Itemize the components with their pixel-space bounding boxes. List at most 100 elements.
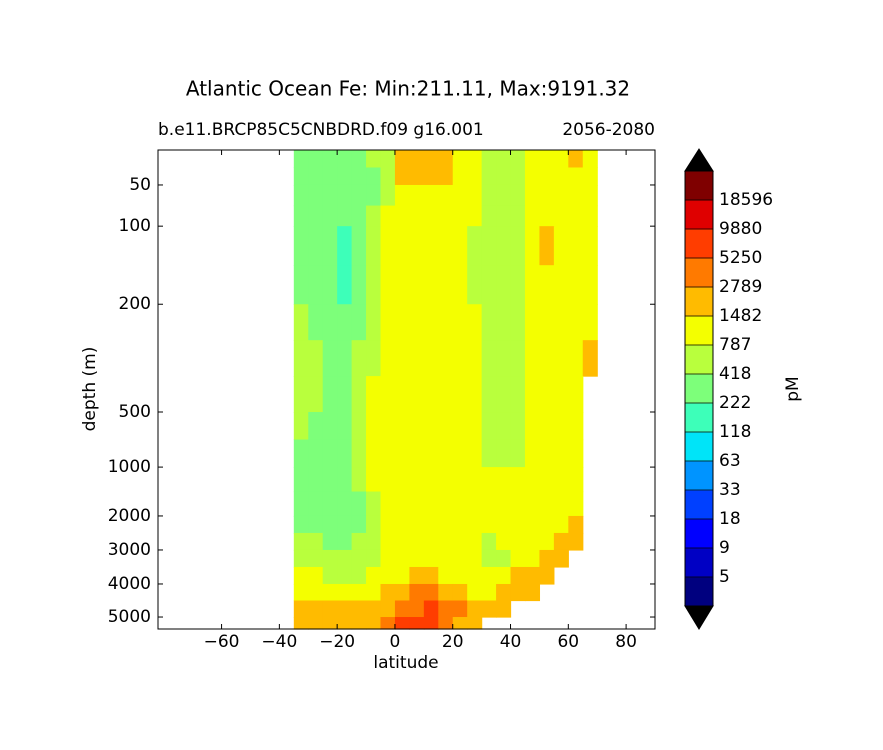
contour-cell: [351, 184, 367, 207]
contour-cell: [293, 205, 309, 227]
contour-cell: [481, 340, 497, 377]
contour-cell: [553, 205, 569, 227]
contour-cell: [524, 167, 541, 186]
contour-cell: [308, 167, 324, 186]
contour-cell: [394, 467, 410, 493]
contour-cell: [366, 600, 382, 618]
contour-cell: [423, 265, 439, 305]
contour-cell: [568, 467, 584, 493]
contour-cell: [568, 532, 584, 551]
y-tick-label: 2000: [108, 506, 151, 526]
contour-cell: [481, 265, 497, 305]
contour-cell: [293, 265, 309, 305]
contour-cell: [438, 205, 454, 227]
contour-cell: [467, 515, 483, 534]
contour-cell: [423, 150, 439, 169]
contour-cell: [293, 617, 309, 630]
contour-cell: [510, 566, 526, 585]
contour-cell: [524, 184, 541, 207]
contour-cell: [467, 566, 483, 585]
contour-cell: [539, 566, 555, 585]
colorbar-segment: [685, 577, 713, 607]
contour-cell: [351, 515, 367, 534]
contour-cell: [423, 184, 439, 207]
contour-cell: [481, 515, 497, 534]
contour-cell: [409, 205, 425, 227]
contour-cell: [366, 491, 382, 517]
contour-cell: [293, 167, 309, 186]
contour-cell: [380, 439, 396, 468]
contour-cell: [394, 184, 410, 207]
chart-title: Atlantic Ocean Fe: Min:211.11, Max:9191.…: [186, 77, 630, 101]
contour-cell: [394, 515, 410, 534]
colorbar-label: pM: [783, 376, 803, 401]
x-tick-label: −20: [319, 632, 355, 652]
contour-cell: [366, 150, 382, 169]
contour-cell: [568, 439, 584, 468]
contour-cell: [351, 376, 367, 413]
contour-cell: [366, 439, 382, 468]
contour-cell: [308, 205, 324, 227]
colorbar-segment: [685, 461, 713, 491]
contour-cell: [553, 515, 569, 534]
contour-cell: [452, 600, 468, 618]
colorbar-extend-min: [684, 605, 714, 630]
y-tick-label: 1000: [108, 457, 151, 477]
contour-cell: [496, 150, 512, 169]
contour-cell: [438, 600, 454, 618]
contour-cell: [380, 515, 396, 534]
contour-cell: [351, 532, 367, 551]
contour-cell: [293, 566, 309, 585]
contour-cell: [496, 600, 512, 618]
contour-cell: [452, 583, 468, 602]
contour-cell: [496, 412, 512, 441]
contour-cell: [380, 491, 396, 517]
contour-cell: [582, 150, 598, 169]
y-tick-label: 200: [119, 294, 151, 314]
contour-cell: [467, 491, 483, 517]
y-tick-label: 50: [129, 175, 151, 195]
contour-cell: [438, 226, 454, 266]
contour-cell: [539, 304, 555, 341]
contour-cell: [308, 549, 324, 568]
contour-cell: [366, 532, 382, 551]
contour-cell: [351, 439, 367, 468]
contour-cell: [568, 205, 584, 227]
contour-cell: [409, 491, 425, 517]
contour-cell: [481, 532, 497, 551]
contour-cell: [322, 439, 338, 468]
contour-cell: [510, 532, 526, 551]
contour-cell: [308, 617, 324, 630]
contour-cell: [553, 491, 569, 517]
contour-cell: [366, 583, 382, 602]
contour-cell: [337, 549, 353, 568]
contour-cell: [452, 184, 468, 207]
contour-cell: [394, 340, 410, 377]
contour-cell: [293, 340, 309, 377]
contour-cell: [467, 583, 483, 602]
contour-cell: [481, 467, 497, 493]
contour-cell: [438, 491, 454, 517]
contour-cell: [380, 412, 396, 441]
contour-cell: [481, 566, 497, 585]
colorbar-tick-label: 18596: [719, 190, 773, 210]
contour-cell: [366, 265, 382, 305]
contour-cell: [293, 304, 309, 341]
colorbar-segment: [685, 432, 713, 462]
contour-cell: [308, 184, 324, 207]
contour-cell: [452, 205, 468, 227]
contour-cell: [337, 167, 353, 186]
contour-cell: [467, 532, 483, 551]
contour-cell: [337, 376, 353, 413]
contour-cell: [481, 600, 497, 618]
contour-cell: [553, 376, 569, 413]
contour-cell: [394, 304, 410, 341]
contour-cell: [394, 167, 410, 186]
contour-cell: [568, 167, 584, 186]
contour-cell: [394, 549, 410, 568]
contour-cell: [337, 491, 353, 517]
contour-cell: [438, 412, 454, 441]
contour-cell: [438, 439, 454, 468]
contour-cell: [351, 467, 367, 493]
contour-cell: [366, 340, 382, 377]
